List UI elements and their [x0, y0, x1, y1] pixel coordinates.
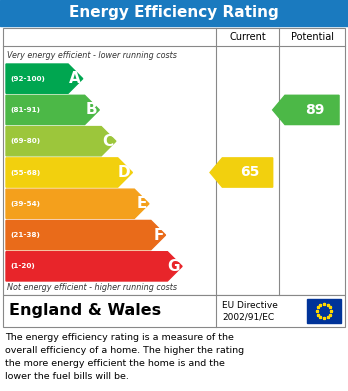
Polygon shape	[272, 95, 339, 125]
Bar	[0, 0, 348, 26]
Text: B: B	[86, 102, 97, 117]
Text: (81-91): (81-91)	[10, 107, 40, 113]
Polygon shape	[6, 252, 182, 281]
Text: Not energy efficient - higher running costs: Not energy efficient - higher running co…	[7, 283, 177, 292]
Text: EU Directive: EU Directive	[222, 301, 278, 310]
Text: (1-20): (1-20)	[10, 264, 35, 269]
Polygon shape	[6, 64, 83, 93]
Text: 2002/91/EC: 2002/91/EC	[222, 312, 274, 321]
Text: (39-54): (39-54)	[10, 201, 40, 207]
Text: (21-38): (21-38)	[10, 232, 40, 238]
Text: lower the fuel bills will be.: lower the fuel bills will be.	[5, 372, 129, 381]
Text: 65: 65	[240, 165, 260, 179]
Text: (92-100): (92-100)	[10, 75, 45, 82]
Polygon shape	[210, 158, 273, 187]
Bar	[3, 28, 345, 295]
Text: overall efficiency of a home. The higher the rating: overall efficiency of a home. The higher…	[5, 346, 244, 355]
Polygon shape	[6, 158, 133, 187]
Text: E: E	[137, 196, 147, 211]
Text: the more energy efficient the home is and the: the more energy efficient the home is an…	[5, 359, 225, 368]
Text: 89: 89	[305, 103, 324, 117]
Text: A: A	[69, 71, 81, 86]
Text: G: G	[168, 259, 180, 274]
Text: The energy efficiency rating is a measure of the: The energy efficiency rating is a measur…	[5, 333, 234, 342]
Polygon shape	[6, 95, 99, 125]
Text: Very energy efficient - lower running costs: Very energy efficient - lower running co…	[7, 52, 177, 61]
Polygon shape	[6, 221, 166, 250]
Text: Potential: Potential	[291, 32, 333, 42]
Text: D: D	[118, 165, 130, 180]
Polygon shape	[6, 127, 116, 156]
Bar	[307, 299, 341, 323]
Text: Current: Current	[229, 32, 266, 42]
Text: C: C	[103, 134, 114, 149]
Text: Energy Efficiency Rating: Energy Efficiency Rating	[69, 5, 279, 20]
Text: (55-68): (55-68)	[10, 170, 40, 176]
Text: F: F	[153, 228, 164, 242]
Text: England & Wales: England & Wales	[9, 303, 161, 319]
Polygon shape	[6, 189, 149, 219]
Text: (69-80): (69-80)	[10, 138, 40, 144]
Bar	[3, 295, 345, 327]
